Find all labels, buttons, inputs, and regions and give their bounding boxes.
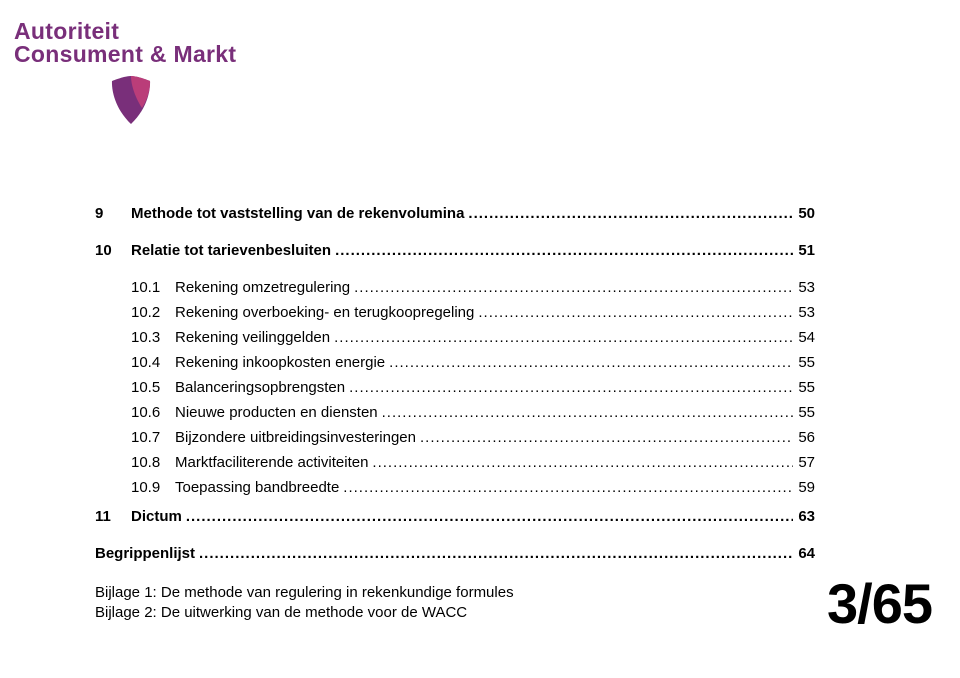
toc-number: 10.1 (131, 280, 175, 295)
toc-number: 10.8 (131, 455, 175, 470)
toc-number: 10 (95, 243, 131, 258)
toc-page: 51 (793, 243, 815, 258)
toc-title: Bijzondere uitbreidingsinvesteringen (175, 430, 420, 445)
appendix-line-2: Bijlage 2: De uitwerking van de methode … (95, 603, 815, 623)
toc-page: 55 (793, 380, 815, 395)
toc-number: 11 (95, 509, 131, 524)
toc-number: 10.7 (131, 430, 175, 445)
toc-title: Methode tot vaststelling van de rekenvol… (131, 206, 468, 221)
toc-number: 10.3 (131, 330, 175, 345)
toc-title: Rekening inkoopkosten energie (175, 355, 389, 370)
toc-entry: 11 Dictum 63 (95, 509, 815, 524)
appendix-block: Bijlage 1: De methode van regulering in … (95, 583, 815, 624)
toc-page: 54 (793, 330, 815, 345)
toc-page: 59 (793, 480, 815, 495)
toc-leader-dots (372, 455, 793, 470)
toc-number: 10.2 (131, 305, 175, 320)
toc-title: Toepassing bandbreedte (175, 480, 343, 495)
toc-page: 50 (793, 206, 815, 221)
toc-number: 10.6 (131, 405, 175, 420)
toc-page: 57 (793, 455, 815, 470)
toc-title: Balanceringsopbrengsten (175, 380, 349, 395)
toc-number: 9 (95, 206, 131, 221)
toc-entry: 10 Relatie tot tarievenbesluiten 51 (95, 243, 815, 258)
toc-leader-dots (478, 305, 793, 320)
toc-leader-dots (186, 509, 793, 524)
logo-shield-icon (108, 74, 154, 126)
toc-number: 10.5 (131, 380, 175, 395)
toc-leader-dots (468, 206, 793, 221)
toc-page: 64 (793, 546, 815, 561)
toc-leader-dots (343, 480, 793, 495)
toc-page: 55 (793, 405, 815, 420)
toc-entry: 10.6 Nieuwe producten en diensten 55 (131, 405, 815, 420)
toc-title: Rekening overboeking- en terugkoopregeli… (175, 305, 478, 320)
logo-line-2: Consument & Markt (14, 41, 236, 68)
toc-entry: 10.3 Rekening veilinggelden 54 (131, 330, 815, 345)
toc-entry: 10.5 Balanceringsopbrengsten 55 (131, 380, 815, 395)
toc-leader-dots (354, 280, 793, 295)
toc-entry: 10.2 Rekening overboeking- en terugkoopr… (131, 305, 815, 320)
toc-number: 10.9 (131, 480, 175, 495)
toc-title: Rekening veilinggelden (175, 330, 334, 345)
toc-entry: 10.8 Marktfaciliterende activiteiten 57 (131, 455, 815, 470)
toc-entry: 10.1 Rekening omzetregulering 53 (131, 280, 815, 295)
toc-leader-dots (349, 380, 793, 395)
toc-list: 9 Methode tot vaststelling van de rekenv… (95, 206, 815, 624)
toc-leader-dots (334, 330, 793, 345)
toc-entry: 10.9 Toepassing bandbreedte 59 (131, 480, 815, 495)
toc-page: 53 (793, 280, 815, 295)
toc-entry: Begrippenlijst 64 (95, 546, 815, 561)
toc-title: Marktfaciliterende activiteiten (175, 455, 372, 470)
toc-page: 53 (793, 305, 815, 320)
toc-leader-dots (199, 546, 793, 561)
page-root: Autoriteit Consument & Markt 9 Methode t… (0, 0, 960, 678)
toc-title: Nieuwe producten en diensten (175, 405, 382, 420)
toc-page: 55 (793, 355, 815, 370)
appendix-line-1: Bijlage 1: De methode van regulering in … (95, 583, 815, 603)
acm-logo: Autoriteit Consument & Markt (14, 18, 236, 126)
toc-entry: 9 Methode tot vaststelling van de rekenv… (95, 206, 815, 221)
page-number-fraction: 3/65 (827, 571, 932, 636)
toc-title: Rekening omzetregulering (175, 280, 354, 295)
toc-leader-dots (335, 243, 793, 258)
toc-title: Begrippenlijst (95, 546, 199, 561)
toc-title: Dictum (131, 509, 186, 524)
toc-leader-dots (420, 430, 793, 445)
toc-title: Relatie tot tarievenbesluiten (131, 243, 335, 258)
toc-entry: 10.7 Bijzondere uitbreidingsinvesteringe… (131, 430, 815, 445)
toc-leader-dots (389, 355, 793, 370)
toc-number: 10.4 (131, 355, 175, 370)
toc-page: 63 (793, 509, 815, 524)
toc-entry: 10.4 Rekening inkoopkosten energie 55 (131, 355, 815, 370)
toc-leader-dots (382, 405, 793, 420)
toc-page: 56 (793, 430, 815, 445)
